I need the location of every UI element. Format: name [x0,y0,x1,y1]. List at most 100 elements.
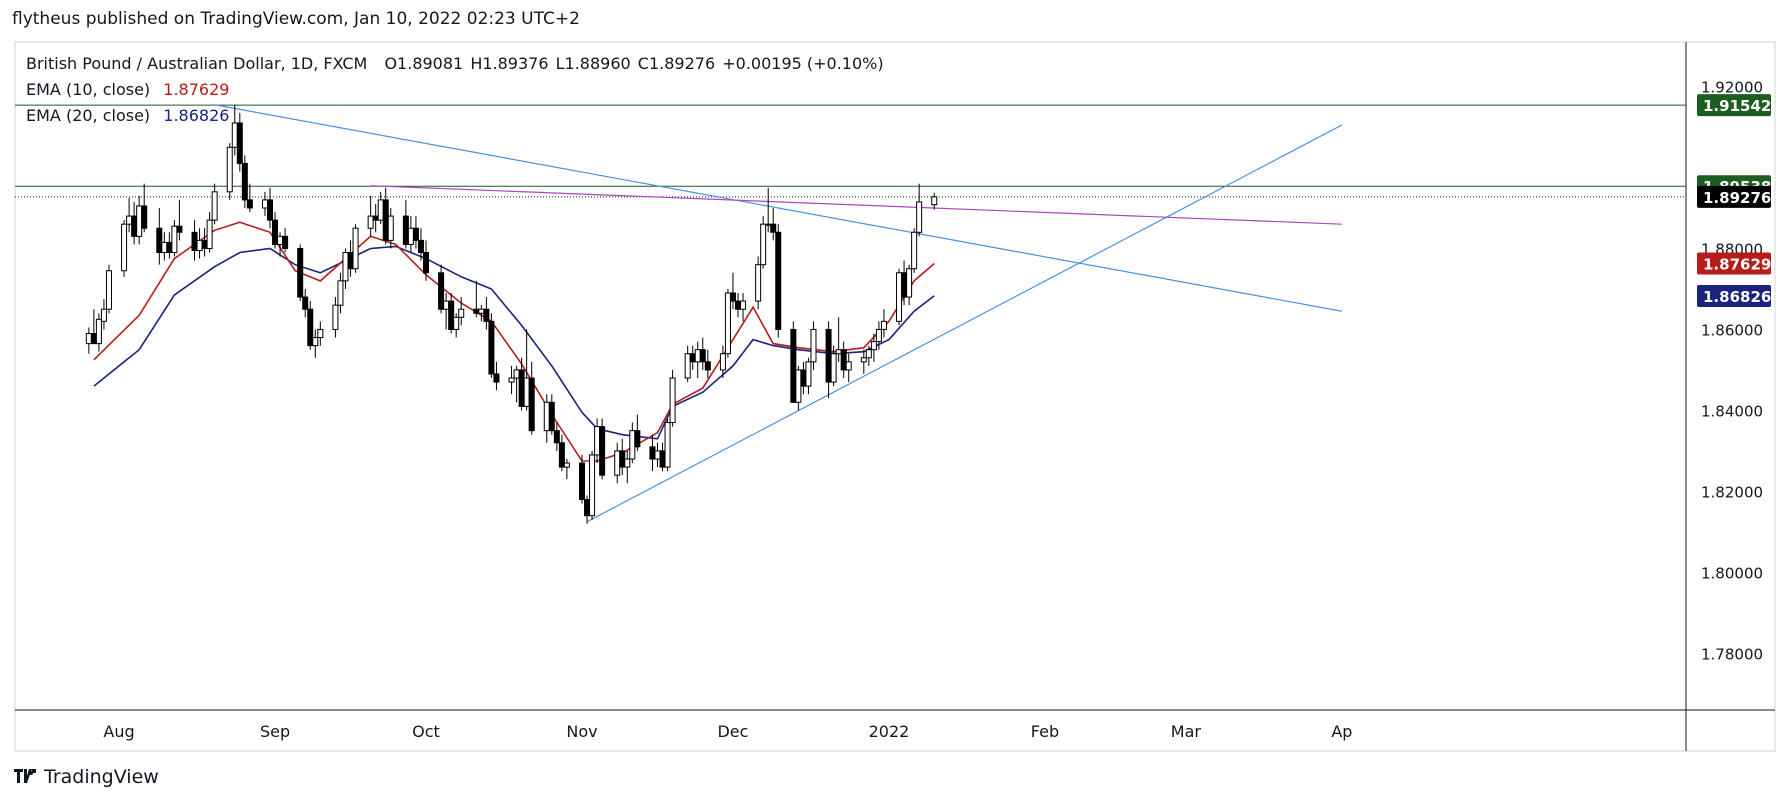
candle-body [458,308,465,318]
instrument-title: British Pound / Australian Dollar, 1D, F… [26,54,368,73]
candle-body [740,300,747,310]
trendline-resistance [370,185,1342,225]
candle-body [906,268,913,298]
candle-body [548,401,555,432]
candle-body [835,349,842,355]
candle-body [307,308,314,347]
candle-body [161,241,168,254]
candle-body [800,369,807,387]
ohlc-high-label: H [470,54,483,73]
ema20-line [93,245,935,440]
candle-body [100,308,107,322]
candle-body [201,239,208,249]
candle-body [267,199,273,221]
candle-body [790,328,797,403]
candle-body [594,426,601,456]
ema20-value: 1.86826 [163,106,230,125]
price-label-text: 1.91542 [1703,97,1771,115]
x-tick-label: Oct [412,722,440,741]
candle-body [584,498,591,517]
candle-body [659,450,666,468]
candle-body [176,225,183,233]
brand-name: TradingView [44,766,159,788]
candle-body [735,300,741,310]
candle-body [90,332,97,345]
candle-body [896,272,903,322]
ema10-value: 1.87629 [163,80,230,99]
candle-body [105,270,112,310]
ohlc-close: 1.89276 [648,54,716,73]
tv-logo-icon [14,767,38,788]
candle-body [206,219,213,249]
candle-body [141,205,148,229]
ema20-label: EMA (20, close) [26,106,151,125]
price-label-text: 1.89276 [1703,189,1771,207]
candle-body [272,219,279,245]
price-label-badge [1697,185,1771,208]
candle-body [131,215,138,237]
candle-body [694,349,701,363]
candle-body [85,332,92,345]
x-tick-label: Mar [1171,722,1202,741]
candle-body [312,337,319,347]
candle-body [352,227,359,270]
y-tick-label: 1.78000 [1701,645,1763,663]
candle-body [191,231,198,251]
candle-body [865,349,872,359]
candle-body [342,252,349,282]
legend-ema10-row[interactable]: EMA (10, close) 1.87629 [26,80,231,99]
ohlc-low: 1.88960 [564,54,631,73]
ohlc-open-label: O [384,54,398,73]
y-tick-label: 1.86000 [1701,321,1763,339]
legend-ema20-row[interactable]: EMA (20, close) 1.86826 [26,106,231,125]
candle-body [453,316,460,330]
trendline-lower-trend [586,124,1343,523]
candle-body [765,223,772,226]
x-tick-label: Aug [103,722,134,741]
tradingview-brand[interactable]: TradingView [14,766,159,788]
candle-body [261,199,268,209]
candle-body [911,231,918,270]
candle-body [805,361,812,387]
candle-body [226,146,233,193]
candle-body [387,215,394,241]
candle-body [136,205,143,237]
publish-line: flytheus published on TradingView.com, J… [12,9,580,29]
price-label-text: 1.86826 [1703,288,1771,306]
candle-body [875,328,882,343]
candle-body [282,235,289,249]
candle-body [624,458,631,468]
candle-body [599,426,606,476]
candle-body [166,241,173,254]
candle-body [669,377,676,424]
candle-body [589,454,596,517]
candle-body [372,215,379,221]
candle-body [704,361,711,371]
candle-body [810,328,817,363]
x-tick-label: Feb [1031,722,1059,741]
candle-body [563,462,570,468]
x-tick-label: Dec [717,722,748,741]
candle-body [614,450,621,476]
candle-body [880,320,887,330]
candle-body [171,225,178,254]
candle-body [528,377,535,432]
x-tick-label: Ap [1331,722,1352,741]
candle-body [377,199,384,221]
candle-body [347,252,354,270]
candle-body [241,162,248,201]
candle-body [402,215,409,245]
candle-body [246,199,253,209]
candle-body [664,422,671,468]
candle-body [634,430,641,448]
candle-body [483,308,490,322]
x-tick-label: Sep [260,722,290,741]
y-tick-label: 1.80000 [1701,564,1763,582]
price-label-text: 1.87629 [1703,255,1771,273]
candle-body [317,328,324,339]
candle-body [755,264,762,302]
candle-body [845,361,852,371]
candle-body [513,369,520,379]
trendline-upper-trend [214,104,1342,312]
